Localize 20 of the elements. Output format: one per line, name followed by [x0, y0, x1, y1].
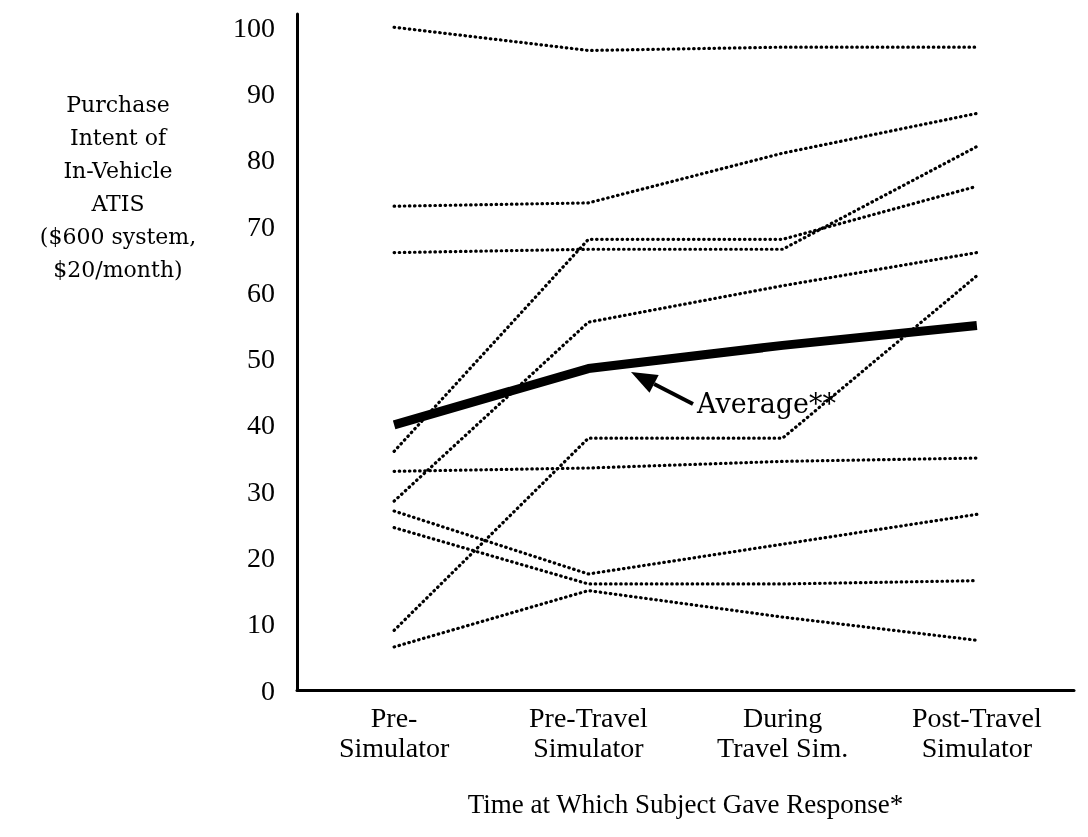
- y-tick-label: 70: [247, 210, 275, 242]
- line-series: [392, 250, 979, 503]
- y-tick-label: 60: [247, 276, 275, 308]
- y-tick-label: 0: [261, 674, 275, 706]
- y-tick-label: 50: [247, 343, 275, 375]
- y-tick-label: 90: [247, 78, 275, 110]
- line-series: [392, 588, 979, 649]
- x-axis-title: Time at Which Subject Gave Response*: [467, 788, 904, 819]
- x-tick-label: Post-Travel Simulator: [912, 701, 1042, 763]
- y-tick-label: 100: [233, 11, 275, 43]
- x-tick-label: Pre- Simulator: [338, 701, 451, 763]
- y-tick-label: 30: [247, 475, 275, 507]
- x-tick-label: Pre-Travel Simulator: [529, 701, 648, 763]
- y-tick-label: 20: [247, 541, 275, 573]
- line-series: [392, 111, 979, 208]
- y-tick-label: 80: [247, 144, 275, 176]
- y-tick-label: 40: [247, 409, 275, 441]
- y-axis-title: Purchase Intent of In-Vehicle ATIS ($600 system, $20/month): [38, 91, 198, 284]
- x-tick-label: During Travel Sim.: [717, 701, 849, 763]
- y-tick-label: 10: [247, 608, 275, 640]
